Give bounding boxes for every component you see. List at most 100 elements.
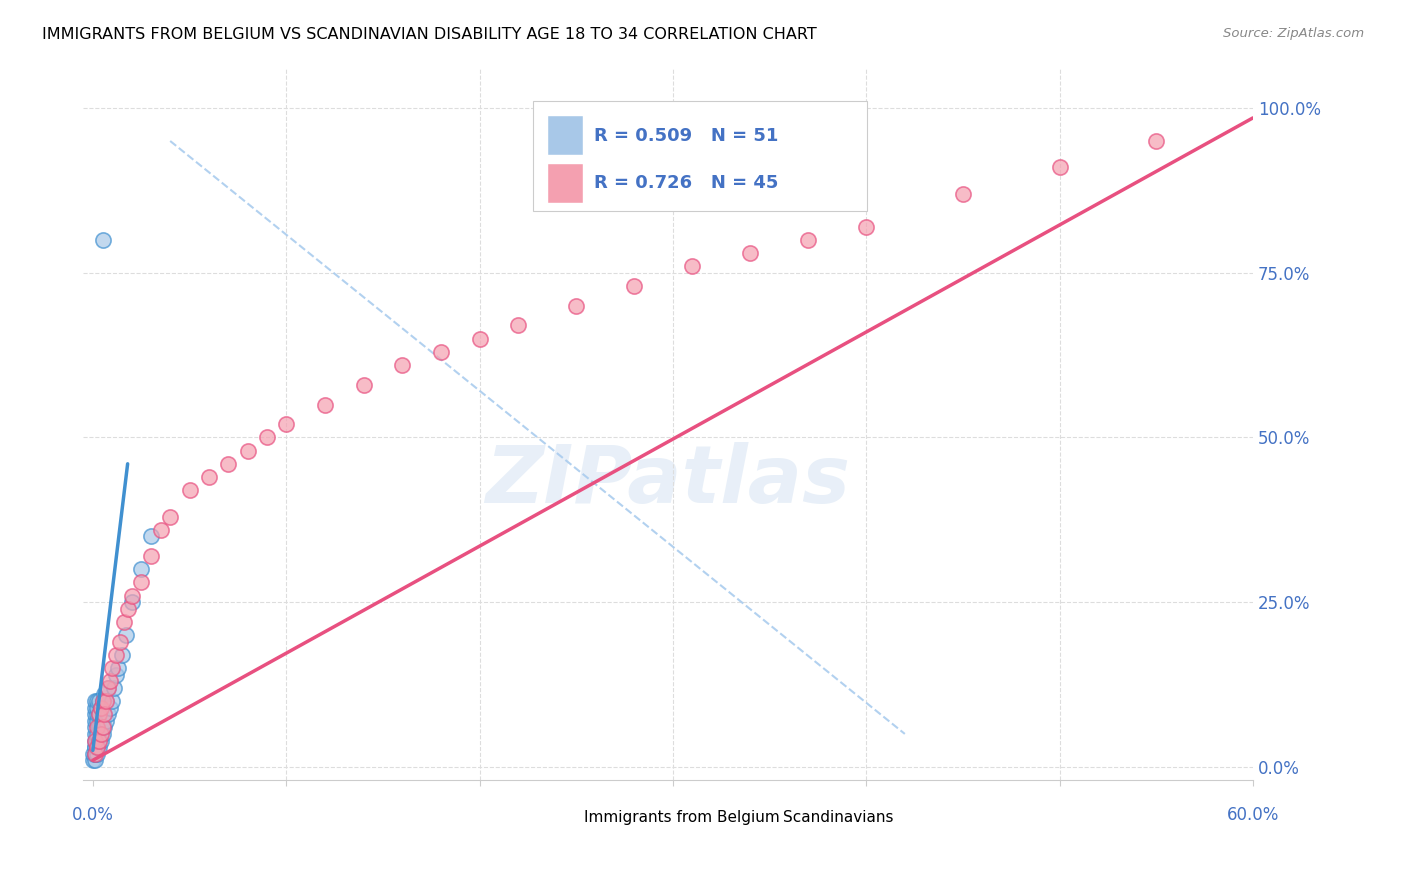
Point [129,562,152,576]
Point [855,219,877,234]
Point [740,246,762,260]
Point [96,714,118,728]
Text: IMMIGRANTS FROM BELGIUM VS SCANDINAVIAN DISABILITY AGE 18 TO 34 CORRELATION CHAR: IMMIGRANTS FROM BELGIUM VS SCANDINAVIAN … [42,27,817,42]
Point [98,700,121,714]
Point [1049,161,1071,175]
Point [314,397,336,411]
Point [101,661,124,675]
Text: 0.0%: 0.0% [72,806,114,824]
Point [103,681,125,695]
Point [179,483,201,498]
Point [111,648,134,662]
Point [112,615,135,629]
Point [952,186,974,201]
Point [83,740,105,755]
Text: Immigrants from Belgium: Immigrants from Belgium [583,810,779,824]
Point [565,299,588,313]
Text: ZIPatlas: ZIPatlas [485,442,851,520]
Point [101,694,124,708]
Point [159,509,181,524]
Point [129,575,152,590]
FancyBboxPatch shape [744,811,773,832]
Point [93,720,115,734]
Point [86,720,108,734]
Point [91,714,114,728]
Point [117,601,139,615]
Text: Source: ZipAtlas.com: Source: ZipAtlas.com [1223,27,1364,40]
Point [114,628,136,642]
Point [236,443,259,458]
Point [86,733,108,747]
Point [91,720,114,734]
Point [105,667,128,681]
Point [97,707,120,722]
Point [217,457,239,471]
Point [105,648,128,662]
Point [98,674,121,689]
Point [121,589,143,603]
Point [87,733,110,747]
Point [87,720,110,734]
Point [96,694,118,708]
Point [83,733,105,747]
Point [82,753,104,767]
Point [139,549,162,563]
FancyBboxPatch shape [546,811,575,832]
Point [276,417,298,432]
FancyBboxPatch shape [547,116,582,155]
Point [87,694,110,708]
Point [83,740,105,755]
FancyBboxPatch shape [533,101,868,211]
Point [353,377,375,392]
Point [83,720,105,734]
Text: R = 0.509   N = 51: R = 0.509 N = 51 [595,127,779,145]
Point [149,523,172,537]
FancyBboxPatch shape [547,164,582,202]
Point [83,753,105,767]
Point [93,707,115,722]
Point [86,714,108,728]
Point [97,681,120,695]
Point [87,740,110,755]
Point [87,707,110,722]
Point [91,694,114,708]
Point [90,700,112,714]
Point [797,233,820,247]
Point [83,727,105,741]
Point [82,747,104,761]
Point [86,700,108,714]
Point [91,233,114,247]
Point [86,740,108,755]
Point [83,714,105,728]
Point [91,694,114,708]
Point [93,707,115,722]
Point [86,747,108,761]
Point [430,344,453,359]
Point [1144,134,1167,148]
Point [93,687,115,701]
Text: Scandinavians: Scandinavians [783,810,893,824]
Point [107,661,129,675]
Point [86,707,108,722]
Point [391,358,413,372]
Point [91,727,114,741]
Point [83,747,105,761]
Point [87,707,110,722]
Point [83,733,105,747]
Point [86,694,108,708]
Point [121,595,143,609]
Text: R = 0.726   N = 45: R = 0.726 N = 45 [595,174,779,193]
Point [83,700,105,714]
Text: 60.0%: 60.0% [1226,806,1279,824]
Point [86,727,108,741]
Point [623,279,645,293]
Point [87,733,110,747]
Point [97,681,120,695]
Point [90,733,112,747]
Point [83,747,105,761]
Point [198,470,221,484]
Point [256,430,278,444]
Point [468,332,491,346]
Point [508,318,530,333]
Point [83,707,105,722]
